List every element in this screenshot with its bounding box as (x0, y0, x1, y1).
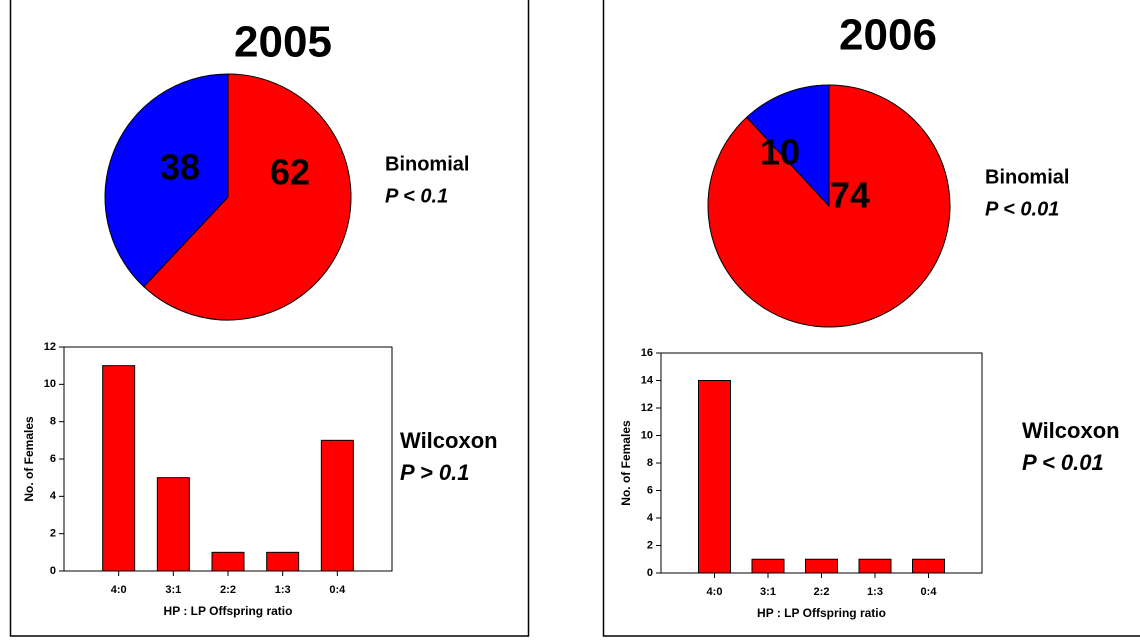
bar (156, 477, 190, 572)
pie-slice (745, 84, 830, 208)
bar (320, 439, 354, 572)
bar (698, 380, 731, 574)
annotation: P < 0.1 (385, 185, 448, 207)
y-tick-label: 6 (647, 484, 653, 496)
y-tick-label: 4 (647, 512, 654, 524)
x-axis-label: HP : LP Offspring ratio (757, 606, 886, 620)
y-tick-label: 6 (50, 453, 56, 465)
annotation: Wilcoxon (400, 428, 498, 453)
panel-frame (9, 0, 530, 637)
slice-label: 74 (830, 175, 870, 216)
x-tick-label: 1:3 (867, 586, 883, 598)
y-tick-label: 12 (44, 341, 56, 353)
x-tick-label: 1:3 (275, 584, 291, 596)
slice-label: 10 (760, 132, 800, 173)
bar (751, 558, 785, 574)
bar (912, 558, 945, 574)
pie-slice (104, 73, 229, 288)
bar (858, 558, 892, 574)
annotation: Wilcoxon (1022, 418, 1120, 443)
annotation: P < 0.01 (1022, 450, 1104, 475)
slice-label: 62 (270, 152, 310, 193)
chart-title: 2006 (839, 11, 937, 60)
slice-label: 38 (160, 147, 200, 188)
annotation: Binomial (985, 166, 1069, 188)
x-tick-label: 2:2 (814, 586, 830, 598)
annotation: P > 0.1 (400, 460, 470, 485)
bar (805, 558, 838, 574)
panel-frame (602, 0, 1140, 637)
y-tick-label: 2 (50, 528, 56, 540)
y-tick-label: 2 (647, 539, 653, 551)
y-tick-label: 12 (641, 402, 653, 414)
y-tick-label: 10 (44, 378, 56, 390)
x-axis-label: HP : LP Offspring ratio (164, 604, 293, 618)
y-tick-label: 16 (641, 347, 653, 359)
y-tick-label: 0 (50, 565, 56, 577)
y-tick-label: 0 (647, 567, 653, 579)
x-tick-label: 4:0 (707, 586, 723, 598)
y-tick-label: 8 (647, 457, 653, 469)
y-tick-label: 8 (50, 416, 56, 428)
x-tick-label: 3:1 (760, 586, 776, 598)
y-tick-label: 14 (641, 374, 654, 386)
y-axis-label: No. of Females (22, 416, 36, 502)
y-tick-label: 4 (50, 490, 57, 502)
bar (211, 551, 245, 572)
x-tick-label: 2:2 (220, 584, 236, 596)
x-tick-label: 3:1 (165, 584, 181, 596)
y-tick-label: 10 (641, 429, 653, 441)
bar (102, 365, 136, 572)
chart-title: 2005 (234, 18, 332, 67)
x-tick-label: 0:4 (921, 586, 938, 598)
x-tick-label: 0:4 (329, 584, 346, 596)
y-axis-label: No. of Females (619, 420, 633, 506)
pie-slice (143, 73, 352, 321)
annotation: Binomial (385, 153, 469, 175)
bar (266, 551, 300, 572)
annotation: P < 0.01 (985, 198, 1059, 220)
x-tick-label: 4:0 (111, 584, 127, 596)
